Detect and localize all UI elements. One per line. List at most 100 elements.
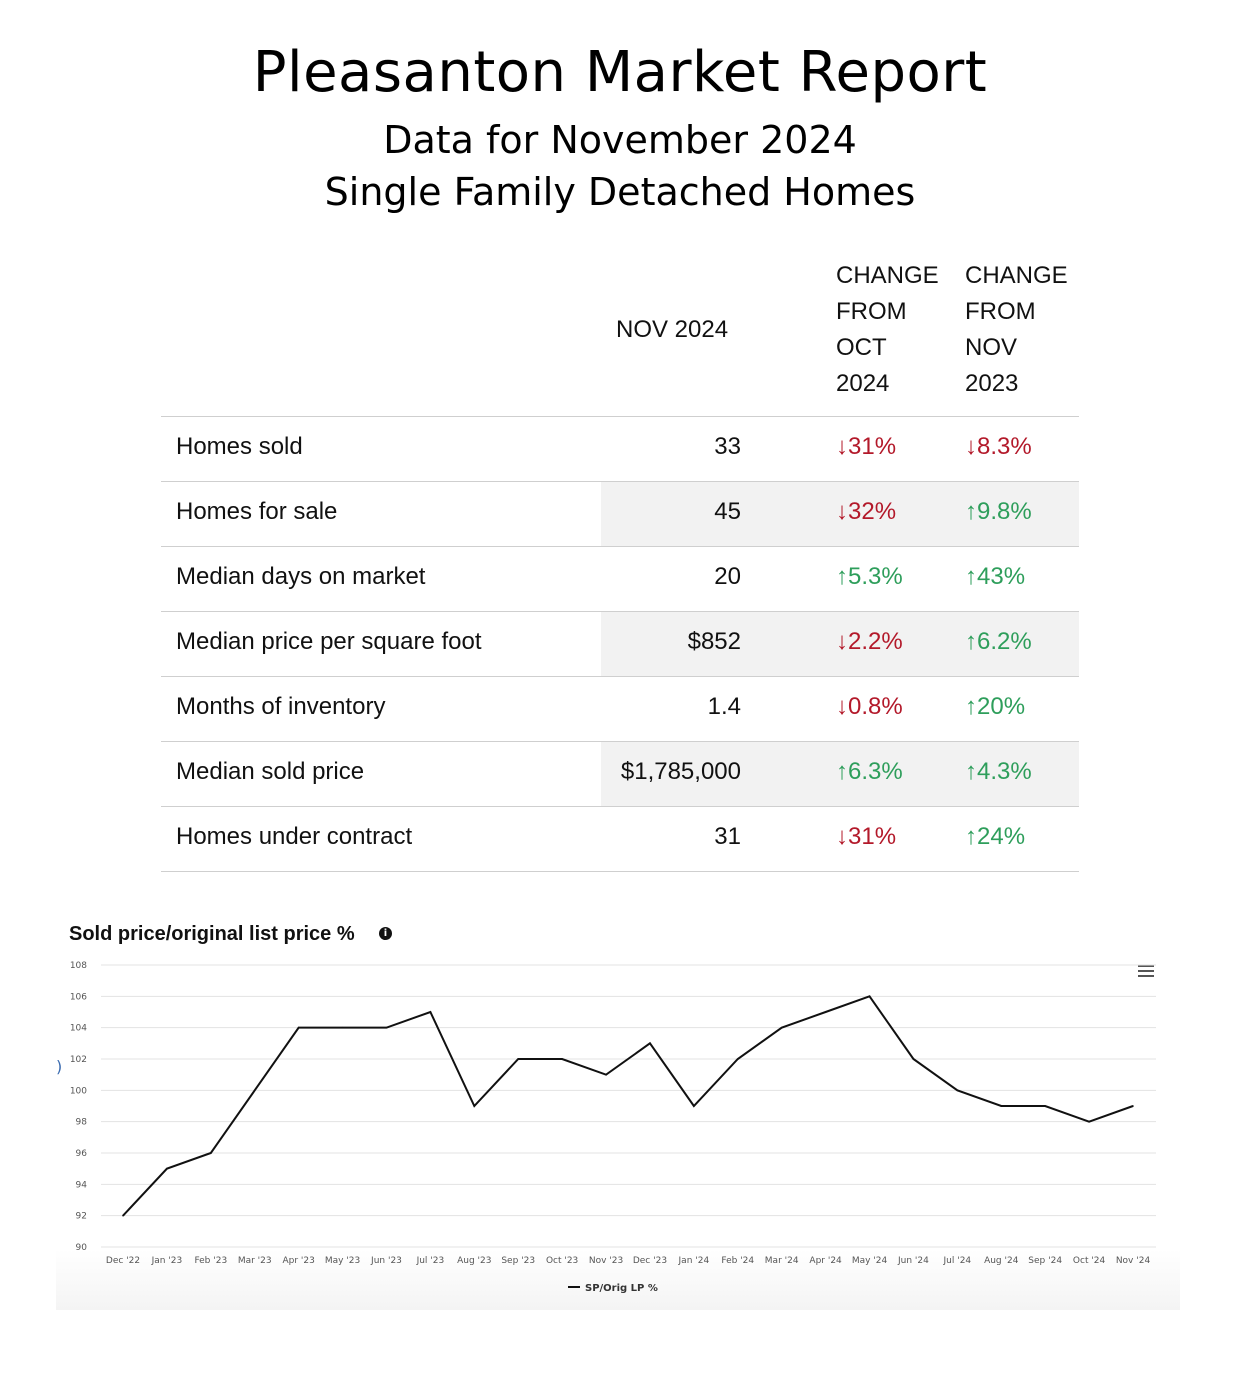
x-tick-label: Sep '23 xyxy=(501,1256,535,1266)
table-row: Median days on market 20 ↑5.3% ↑43% xyxy=(161,547,1079,612)
data-point xyxy=(1132,1105,1134,1107)
data-point xyxy=(473,1105,476,1107)
data-point xyxy=(122,1214,124,1217)
data-point xyxy=(429,1011,432,1013)
y-tick-label: 90 xyxy=(76,1243,88,1253)
data-point xyxy=(780,1026,783,1029)
change-from-oct: ↓31% xyxy=(836,823,896,851)
column-header-change-from-oct: CHANGE FROM OCT 2024 xyxy=(836,262,939,397)
value-cell: 45 xyxy=(601,482,741,546)
x-tick-label: Jan '24 xyxy=(678,1256,710,1266)
row-label: Homes sold xyxy=(176,433,303,460)
change-from-nov-2023: ↓8.3% xyxy=(965,433,1032,461)
data-point xyxy=(1088,1120,1090,1123)
x-tick-label: Jan '23 xyxy=(151,1256,183,1266)
legend-label: SP/Orig LP % xyxy=(585,1283,658,1294)
x-tick-label: Jul '23 xyxy=(416,1256,445,1266)
value-cell: 31 xyxy=(601,807,741,871)
x-tick-label: Feb '24 xyxy=(721,1256,754,1266)
change-from-nov-2023-value: 43% xyxy=(977,563,1026,590)
data-point xyxy=(1000,1105,1003,1107)
data-point xyxy=(341,1026,344,1029)
change-from-oct: ↓2.2% xyxy=(836,628,903,656)
change-from-nov-2023: ↑20% xyxy=(965,693,1025,721)
row-value: $1,785,000 xyxy=(620,758,741,785)
x-tick-label: Apr '23 xyxy=(282,1256,314,1266)
change-from-nov-2023: ↑24% xyxy=(965,823,1025,851)
change-from-nov-2023-value: 8.3% xyxy=(977,433,1032,460)
y-tick-label: 100 xyxy=(70,1086,87,1096)
value-cell: 1.4 xyxy=(601,677,741,741)
arrow-down-icon: ↓ xyxy=(965,433,977,460)
arrow-up-icon: ↑ xyxy=(965,758,977,785)
x-tick-label: Aug '24 xyxy=(984,1256,1019,1266)
change-from-oct-value: 5.3% xyxy=(848,563,903,590)
x-tick-label: Mar '23 xyxy=(238,1256,272,1266)
row-label: Median price per square foot xyxy=(176,628,482,655)
line-chart: 90 92 94 96 98 100 102 104 106 108 Dec '22 Jan '23 F… xyxy=(70,961,1156,1294)
change-from-nov-2023-value: 20% xyxy=(977,693,1026,720)
value-cell: $852 xyxy=(601,612,741,676)
collapse-handle-icon[interactable]: ) xyxy=(56,1057,63,1076)
data-point xyxy=(736,1058,739,1060)
data-point xyxy=(649,1042,651,1045)
change-from-nov-2023-value: 9.8% xyxy=(977,498,1032,525)
row-value: 31 xyxy=(714,823,741,850)
arrow-up-icon: ↑ xyxy=(965,628,977,655)
row-label: Median days on market xyxy=(176,563,426,590)
arrow-up-icon: ↑ xyxy=(836,758,848,785)
data-point xyxy=(210,1152,212,1154)
arrow-down-icon: ↓ xyxy=(836,433,848,460)
change-from-oct-value: 31% xyxy=(848,823,897,850)
change-from-oct: ↓31% xyxy=(836,433,896,461)
change-from-oct-value: 31% xyxy=(848,433,897,460)
menu-icon[interactable] xyxy=(1138,965,1154,979)
market-stats-table: NOV 2024 CHANGE FROM OCT 2024 CHANGE FRO… xyxy=(161,252,1079,872)
y-tick-label: 96 xyxy=(76,1149,88,1159)
row-value: 45 xyxy=(714,498,741,525)
table-row: Median sold price $1,785,000 ↑6.3% ↑4.3% xyxy=(161,742,1079,807)
data-point xyxy=(912,1058,915,1060)
y-tick-label: 102 xyxy=(70,1055,87,1065)
arrow-up-icon: ↑ xyxy=(965,498,977,525)
arrow-up-icon: ↑ xyxy=(965,823,977,850)
x-tick-label: May '23 xyxy=(325,1256,360,1266)
row-value: 33 xyxy=(714,433,741,460)
table-body: Homes sold 33 ↓31% ↓8.3% Homes for sale 45 ↓32… xyxy=(161,417,1079,872)
x-tick-label: Oct '23 xyxy=(546,1256,578,1266)
data-point xyxy=(1044,1105,1046,1107)
data-point xyxy=(517,1058,520,1060)
table-row: Homes sold 33 ↓31% ↓8.3% xyxy=(161,417,1079,482)
x-tick-label: Aug '23 xyxy=(457,1256,491,1266)
y-tick-label: 94 xyxy=(76,1180,88,1190)
x-tick-label: Jun '24 xyxy=(897,1256,929,1266)
change-from-oct-value: 32% xyxy=(848,498,897,525)
arrow-up-icon: ↑ xyxy=(965,693,977,720)
data-point xyxy=(561,1058,563,1060)
change-from-nov-2023-value: 6.2% xyxy=(977,628,1032,655)
row-label: Homes for sale xyxy=(176,498,338,525)
y-tick-label: 108 xyxy=(70,961,87,971)
x-tick-label: Dec '22 xyxy=(106,1256,140,1266)
row-shade xyxy=(741,482,1079,546)
change-from-oct: ↑5.3% xyxy=(836,563,903,591)
data-point xyxy=(253,1089,256,1092)
y-tick-label: 98 xyxy=(76,1118,88,1128)
value-cell: 20 xyxy=(601,547,741,611)
table-row: Months of inventory 1.4 ↓0.8% ↑20% xyxy=(161,677,1079,742)
data-point xyxy=(297,1026,300,1029)
series-line xyxy=(122,995,1134,1217)
arrow-up-icon: ↑ xyxy=(836,563,848,590)
x-tick-label: Jun '23 xyxy=(370,1256,402,1266)
arrow-down-icon: ↓ xyxy=(836,693,848,720)
row-label: Homes under contract xyxy=(176,823,413,850)
page-title: Pleasanton Market Report xyxy=(252,40,988,105)
change-from-nov-2023: ↑43% xyxy=(965,563,1025,591)
data-point xyxy=(868,995,871,998)
change-from-oct: ↓0.8% xyxy=(836,693,903,721)
arrow-down-icon: ↓ xyxy=(836,498,848,525)
info-icon[interactable]: i xyxy=(379,927,392,940)
arrow-down-icon: ↓ xyxy=(836,823,848,850)
table-row: Median price per square foot $852 ↓2.2% ↑6.… xyxy=(161,612,1079,677)
data-point xyxy=(605,1073,607,1076)
